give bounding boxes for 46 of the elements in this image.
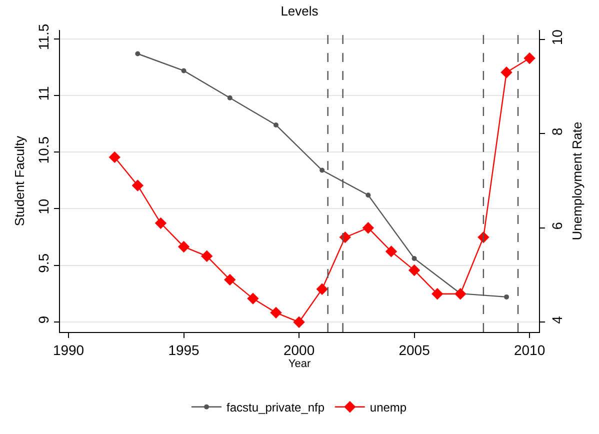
point [200,250,213,262]
point [178,240,190,253]
y-tick-label: 10 [35,198,52,214]
point [224,274,236,286]
x-tick-label: 2000 [283,342,315,358]
y2-axis-title: Unemployment Rate [570,122,584,240]
point [500,66,512,78]
point [108,151,120,164]
point [504,294,509,300]
point [293,316,305,328]
point [408,264,420,276]
point [135,51,140,56]
y-axis-title: Student Faculty [12,135,27,226]
point [247,292,259,304]
point [366,192,371,198]
legend-label: facstu_private_nfp [226,400,325,415]
point [432,288,444,300]
point [154,217,167,230]
point [524,52,536,64]
x-tick-label: 2010 [514,342,546,358]
x-axis-title: Year [288,358,311,370]
y2-tick-label: 4 [548,316,565,324]
point [412,256,417,261]
point [316,283,328,295]
y-tick-label: 11 [35,86,52,101]
point [454,288,466,300]
point [362,222,374,234]
x-tick-label: 1995 [168,342,200,358]
y2-tick-label: 8 [548,127,565,136]
chart-title: Levels [280,4,319,19]
point [273,122,278,128]
point [181,68,186,74]
point [132,180,144,192]
point [270,306,282,319]
point [320,168,325,173]
point [385,246,398,258]
y-tick-label: 11.5 [35,24,52,50]
x-tick-label: 1990 [52,342,84,358]
point [227,95,232,100]
x-tick-label: 2005 [398,342,430,358]
y-tick-label: 9 [35,316,52,324]
legend-label: unemp [370,400,407,415]
y-tick-label: 10.5 [35,136,52,164]
y2-tick-label: 10 [548,29,565,46]
y-tick-label: 9.5 [35,253,52,273]
y2-tick-label: 6 [548,222,565,230]
